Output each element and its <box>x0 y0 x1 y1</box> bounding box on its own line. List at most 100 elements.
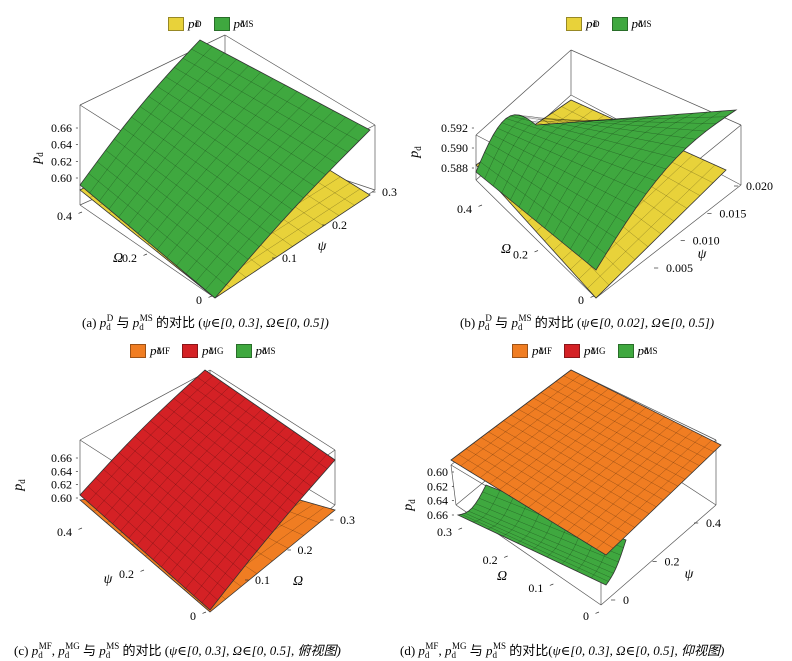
y-axis-label: ψ <box>698 247 707 262</box>
surface-pd-MG-grid <box>120 397 246 532</box>
z-axis-label-sub: d <box>35 152 45 157</box>
surface-pd-MF-grid <box>473 442 628 535</box>
y-tick-label: 0 <box>623 593 629 607</box>
x-tick-label: 0 <box>190 609 196 623</box>
y-tick-label: 0.2 <box>332 218 347 232</box>
caption-b: (b) pdD 与 pdMS 的对比 (ψ∈[0, 0.02], Ω∈[0, 0… <box>460 313 715 332</box>
x-tick-label-mark <box>590 295 595 298</box>
y-tick-label: 0.015 <box>719 206 746 220</box>
z-tick-label: 0.592 <box>441 121 468 135</box>
z-axis-label: pd <box>407 146 423 159</box>
x-tick-label-mark <box>78 211 83 214</box>
surface-pd-MG-grid <box>126 444 258 552</box>
bounding-box-edge <box>224 34 376 126</box>
y-axis-label: ψ <box>318 239 327 254</box>
surface-pd-MS-grid <box>96 161 238 273</box>
z-tick-label: 0.588 <box>441 161 468 175</box>
z-tick-label: 0.60 <box>51 171 72 185</box>
surface-pd-MS-grid <box>191 48 360 142</box>
surface-pd-MS-grid <box>552 115 665 236</box>
z-tick-label: 0.66 <box>427 508 448 522</box>
surface-pd-MG-grid <box>128 403 254 539</box>
surface-pd-MS-grid <box>205 123 359 291</box>
surface-pd-MF-grid <box>586 435 703 544</box>
x-tick-label-mark <box>143 253 148 256</box>
bounding-box-edge <box>595 184 742 299</box>
surface-pd-MS-grid <box>502 501 529 537</box>
x-axis-label: Ω <box>113 251 123 266</box>
surface-pd-MG-grid <box>103 469 234 581</box>
surface-pd-MS-grid <box>527 118 622 215</box>
y-tick-label: 0.1 <box>282 251 297 265</box>
surface-pd-MG-grid <box>177 437 303 582</box>
surface-pd-MS-grid <box>535 117 637 222</box>
surface-pd-D-grid <box>587 164 716 289</box>
surface-pd-MF <box>450 369 722 556</box>
x-tick-label: 0.4 <box>57 525 72 539</box>
bounding-box-edge <box>79 369 211 441</box>
surface-pd-MS-grid <box>99 52 225 202</box>
surface-pd-MF-grid <box>596 440 712 550</box>
surface-pd-MS-grid <box>544 116 651 229</box>
surface-pd-MS-grid <box>114 138 260 247</box>
x-tick-label: 0 <box>578 293 584 307</box>
z-tick-label: 0.62 <box>51 154 72 168</box>
surface-pd-MF-grid <box>465 448 621 542</box>
bounding-box-edge <box>600 504 717 606</box>
y-tick-label: 0.2 <box>665 555 680 569</box>
surface-pd-MG-grid <box>112 392 238 524</box>
x-tick-label: 0 <box>583 609 589 623</box>
legend-item-d-ms: p d MS <box>617 343 658 359</box>
surface-pd-MF-grid <box>567 426 684 532</box>
surface-pd-MF-grid <box>563 375 714 453</box>
surface-pd-MF-grid <box>528 407 647 508</box>
caption-d: (d) pdMF, pdMG 与 pdMS 的对比(ψ∈[0, 0.3], Ω∈… <box>400 641 725 660</box>
z-axis-label-sub: d <box>407 499 417 504</box>
z-tick-label: 0.66 <box>51 451 72 465</box>
x-tick-label-mark <box>504 555 508 558</box>
surface-pd-MG <box>79 369 336 611</box>
z-tick-label: 0.66 <box>51 121 72 135</box>
x-tick-label: 0.1 <box>528 581 543 595</box>
legend-d: p d MF p d MG p d MS <box>512 343 670 359</box>
surface-pd-MS-grid <box>527 118 717 124</box>
surface-pd-MS-grid <box>461 514 609 582</box>
surface-pd-MG-grid <box>136 409 263 546</box>
surface-pd-MF-grid <box>470 379 590 473</box>
surface-pd-MS-grid <box>475 503 619 563</box>
chart-panel-b: 0.592 0.590 0.588 0.4 0.2 0 0.020 0.015 0.010 0.0… <box>396 0 792 330</box>
x-tick-label-mark <box>534 250 539 253</box>
surface-pd-MF-grid <box>576 430 694 538</box>
surface-pd-MG-grid <box>189 383 320 478</box>
surface-pd-MS-grid <box>176 104 322 266</box>
surface-pd-MS-grid <box>510 119 594 201</box>
surface-pd-MG-grid <box>87 486 218 601</box>
x-tick-label: 0.2 <box>483 553 498 567</box>
surface-pd-MG-grid <box>87 375 214 503</box>
surface-pd-MG-grid <box>185 442 311 589</box>
surface-pd-MS-grid <box>118 65 249 218</box>
swatch-mg <box>564 344 581 358</box>
x-tick-label-mark <box>478 204 483 207</box>
legend-item-d-mg: p d MG <box>564 343 606 359</box>
x-tick-label: 0.4 <box>457 202 472 216</box>
surface-pd-MS-grid <box>148 96 304 199</box>
y-tick-label: 0.2 <box>298 543 313 557</box>
surface-pd-MS-grid <box>131 116 282 223</box>
surface-pd-MS <box>79 39 371 299</box>
surface-pd-MG-grid <box>111 460 242 571</box>
y-tick-label: 0.005 <box>666 261 693 275</box>
surface-pd-MG-grid <box>144 414 271 553</box>
x-tick-label-mark <box>202 611 207 614</box>
surface-pd-MG-grid <box>161 426 287 568</box>
surface-pd-MF-grid <box>480 437 635 528</box>
z-axis-label-sub: d <box>17 479 27 484</box>
x-tick-label-mark <box>549 583 554 586</box>
surface-pd-MS-grid <box>514 114 687 149</box>
swatch-d <box>566 17 582 31</box>
